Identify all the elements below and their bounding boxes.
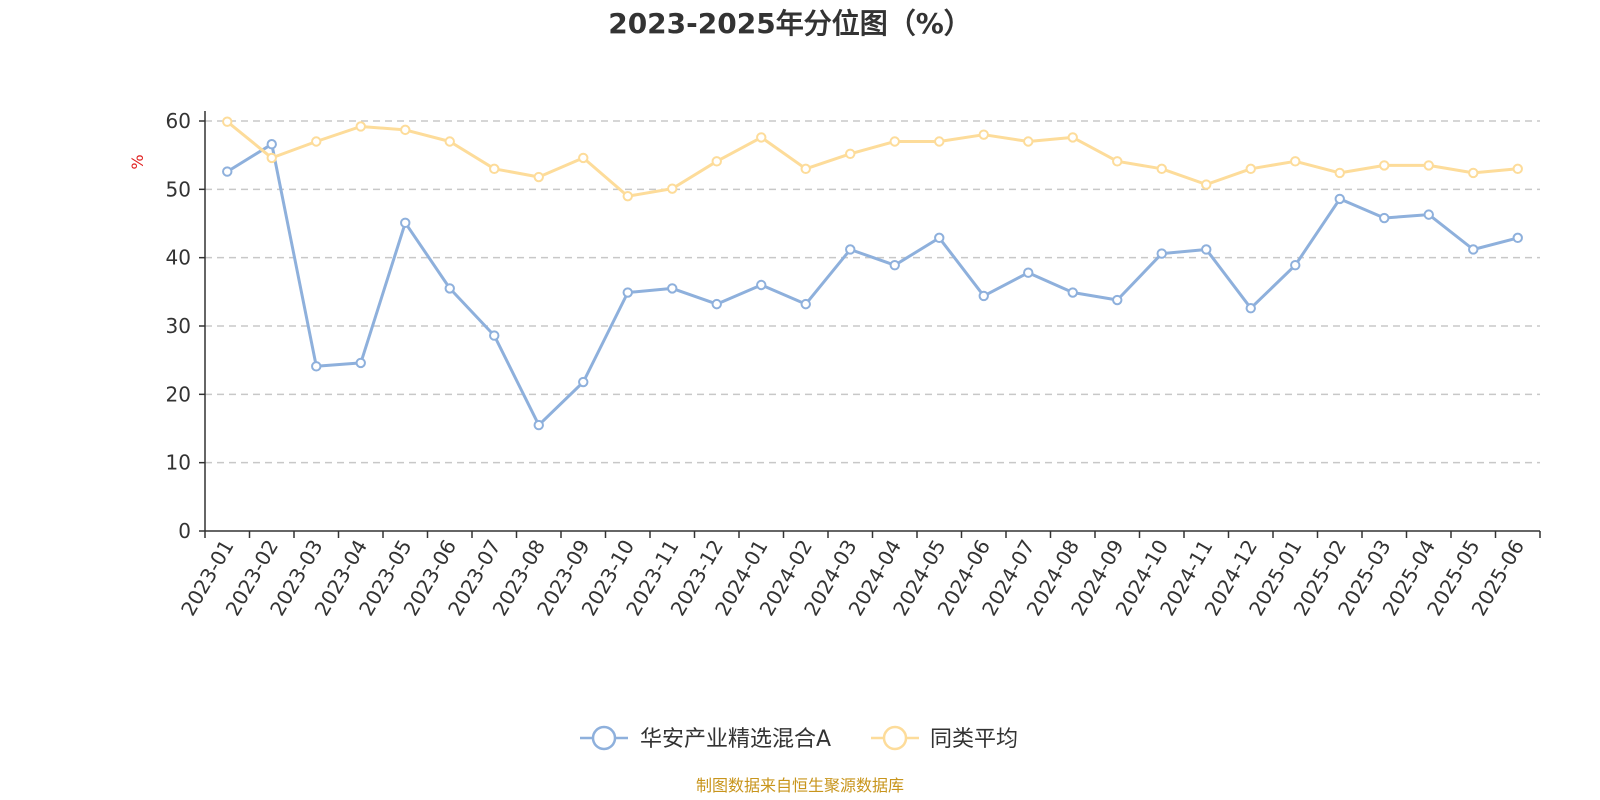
data-point: [1023, 267, 1034, 278]
series-line: [226, 142, 1519, 427]
data-point: [756, 279, 767, 291]
data-point: [578, 152, 589, 164]
data-point: [1512, 163, 1523, 175]
legend[interactable]: 华安产业精选混合A 同类平均: [580, 725, 1018, 752]
data-point: [400, 217, 411, 229]
legend-label: 华安产业精选混合A: [640, 727, 831, 752]
chart-title: 2023-2025年分位图（%）: [608, 7, 972, 40]
data-point: [1334, 193, 1345, 205]
data-point: [978, 129, 989, 140]
data-point: [266, 139, 277, 150]
data-point: [222, 166, 233, 177]
data-point: [1112, 156, 1123, 167]
data-point: [444, 136, 455, 147]
data-point: [1201, 179, 1212, 190]
data-point: [533, 171, 544, 183]
y-tick-label: 30: [166, 314, 191, 338]
data-point: [578, 376, 589, 388]
series-lines: [222, 116, 1523, 431]
data-point: [1156, 248, 1167, 259]
axes: 01020304050602023-012023-022023-032023-0…: [166, 109, 1541, 620]
data-point: [622, 190, 633, 202]
data-point: [1379, 212, 1390, 224]
data-point: [355, 357, 366, 369]
data-point: [1512, 232, 1523, 244]
data-point: [711, 156, 722, 167]
data-point: [934, 136, 945, 147]
data-point: [800, 298, 811, 310]
data-point: [889, 136, 900, 147]
data-point: [1156, 163, 1167, 175]
y-tick-label: 50: [166, 177, 191, 201]
data-point: [622, 287, 633, 298]
data-point: [1201, 244, 1212, 255]
data-source-note: 制图数据来自恒生聚源数据库: [696, 776, 904, 795]
data-point: [800, 163, 811, 175]
data-point: [1468, 244, 1479, 255]
data-point: [1067, 132, 1078, 143]
legend-item-2[interactable]: 同类平均: [871, 725, 1018, 752]
data-point: [1379, 160, 1390, 171]
data-point: [1245, 163, 1256, 175]
legend-label: 同类平均: [930, 727, 1018, 752]
data-point: [1290, 156, 1301, 167]
y-tick-label: 40: [166, 246, 191, 270]
data-point: [311, 361, 322, 372]
data-point: [934, 232, 945, 244]
data-point: [355, 121, 366, 132]
data-point: [222, 116, 233, 127]
legend-marker-icon: [591, 725, 617, 751]
series-line: [226, 120, 1518, 198]
data-point: [311, 136, 322, 147]
data-point: [1468, 167, 1479, 179]
data-point: [444, 283, 455, 294]
data-point: [845, 244, 856, 255]
data-point: [667, 183, 678, 194]
y-axis-unit-label: %: [128, 154, 147, 169]
data-point: [889, 259, 900, 271]
data-point: [1245, 303, 1256, 314]
data-point: [266, 152, 277, 164]
legend-marker-icon: [882, 725, 908, 751]
data-point: [711, 298, 722, 310]
data-point: [1423, 160, 1434, 171]
data-point: [489, 163, 500, 175]
data-point: [1334, 167, 1345, 179]
data-point: [1423, 209, 1434, 220]
data-point: [400, 124, 411, 136]
legend-item-1[interactable]: 华安产业精选混合A: [580, 725, 831, 752]
data-point: [533, 419, 544, 431]
data-point: [1067, 287, 1078, 298]
data-point: [1112, 294, 1123, 306]
y-tick-label: 20: [166, 382, 191, 406]
data-point: [978, 290, 989, 302]
data-point: [756, 132, 767, 143]
y-tick-label: 10: [166, 451, 191, 475]
y-tick-label: 0: [178, 519, 191, 543]
data-point: [667, 283, 678, 294]
data-point: [845, 148, 856, 160]
y-tick-label: 60: [166, 109, 191, 133]
data-point: [1290, 259, 1301, 271]
series-1: [222, 139, 1523, 431]
data-point: [489, 330, 500, 341]
series-2: [222, 116, 1523, 202]
data-point: [1023, 136, 1034, 147]
